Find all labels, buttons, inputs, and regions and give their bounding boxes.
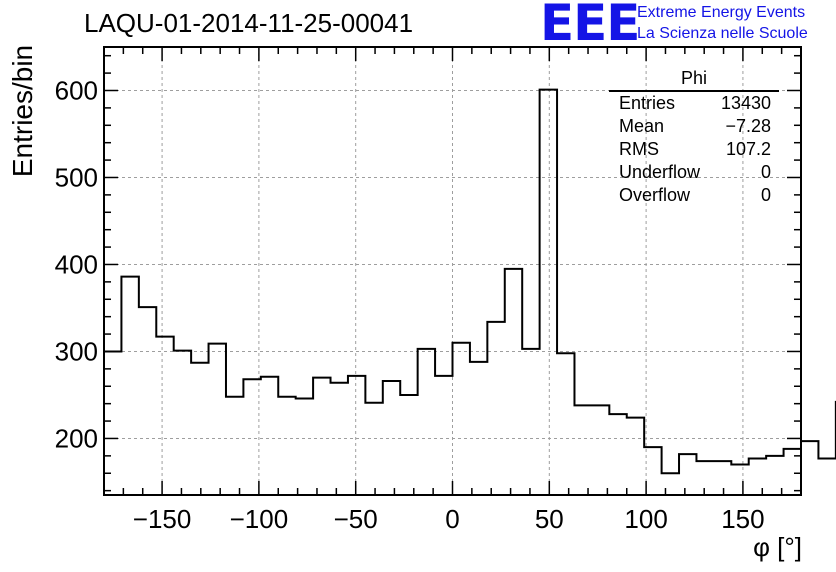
stats-value: −7.28	[725, 116, 771, 136]
histogram-bin	[418, 349, 435, 495]
y-tick-label: 300	[55, 336, 98, 366]
histogram-bin	[139, 307, 156, 495]
histogram-bin	[592, 405, 609, 495]
y-tick-label: 400	[55, 249, 98, 279]
histogram-bin	[278, 397, 295, 495]
tick-labels: −150 −100 −50 0 50 100 150 200 300 400 500 600	[55, 75, 765, 534]
stats-value: 13430	[720, 93, 771, 113]
histogram-bin	[557, 353, 574, 495]
histogram-bin	[348, 376, 365, 495]
histogram-bin	[331, 383, 348, 495]
histogram-bin	[209, 344, 226, 495]
y-tick-label: 500	[55, 162, 98, 192]
histogram-bin	[261, 377, 278, 495]
histogram-bin	[313, 378, 330, 495]
histogram-bin	[801, 441, 818, 495]
histogram-bin	[400, 395, 417, 495]
x-tick-label: 100	[624, 504, 667, 534]
x-tick-label: 150	[721, 504, 764, 534]
logo-line-1: Extreme Energy Events	[637, 4, 806, 21]
x-tick-label: −100	[230, 504, 289, 534]
histogram-bin	[644, 447, 661, 495]
chart-title: LAQU-01-2014-11-25-00041	[84, 8, 414, 38]
x-tick-label: 0	[445, 504, 459, 534]
histogram-bin	[609, 414, 626, 495]
histogram-bin	[383, 381, 400, 495]
histogram-bin	[784, 449, 801, 495]
stats-row-rms: RMS 107.2	[611, 138, 779, 161]
x-tick-label: 50	[535, 504, 564, 534]
histogram-bin	[522, 349, 539, 495]
stats-row-entries: Entries 13430	[611, 92, 779, 115]
histogram-bin	[226, 397, 243, 495]
axis-ticks	[104, 47, 801, 495]
stats-value: 0	[760, 162, 771, 182]
stats-box: Phi Entries 13430 Mean −7.28 RMS 107.2 U…	[609, 68, 779, 207]
histogram-bin	[487, 322, 504, 495]
stats-label: Overflow	[619, 185, 691, 205]
stats-row-overflow: Overflow 0	[611, 184, 779, 207]
stats-label: Entries	[619, 93, 676, 113]
histogram-bin	[714, 461, 731, 495]
stats-value: 0	[760, 185, 771, 205]
histogram-bin	[696, 461, 713, 495]
histogram-bin	[818, 458, 835, 495]
eee-logo: EEE	[540, 0, 640, 52]
x-axis-label: φ [°]	[753, 532, 802, 562]
histogram-bin	[365, 403, 382, 495]
x-tick-label: −150	[133, 504, 192, 534]
histogram-bin	[243, 379, 260, 495]
stats-label: RMS	[619, 139, 659, 159]
histogram-bin	[470, 362, 487, 495]
histogram-bin	[627, 418, 644, 495]
histogram-bin	[505, 269, 522, 495]
grid-lines	[104, 47, 801, 495]
histogram-bin	[731, 465, 748, 495]
histogram-bin	[453, 343, 470, 495]
y-axis-label: Entries/bin	[7, 44, 38, 178]
y-tick-label: 600	[55, 75, 98, 105]
histogram-bin	[296, 398, 313, 495]
logo-line-2: La Scienza nelle Scuole	[637, 25, 808, 42]
histogram-bin	[749, 458, 766, 495]
stats-row-mean: Mean −7.28	[611, 115, 779, 138]
stats-value: 107.2	[725, 139, 771, 159]
stats-row-underflow: Underflow 0	[611, 161, 779, 184]
histogram-bin	[662, 473, 679, 495]
histogram-bin	[174, 351, 191, 495]
stats-label: Mean	[619, 116, 665, 136]
histogram-bin	[156, 337, 173, 495]
stats-label: Underflow	[619, 162, 701, 182]
stats-title: Phi	[609, 68, 779, 92]
x-tick-label: −50	[334, 504, 378, 534]
histogram-bin	[104, 351, 121, 495]
histogram-bin	[191, 363, 208, 495]
histogram-bin	[679, 454, 696, 495]
histogram-bin	[540, 90, 557, 495]
histogram-bin	[121, 277, 138, 495]
histogram-bin	[435, 376, 452, 495]
histogram-bin	[574, 405, 591, 495]
y-tick-label: 200	[55, 423, 98, 453]
histogram-bin	[766, 456, 783, 495]
